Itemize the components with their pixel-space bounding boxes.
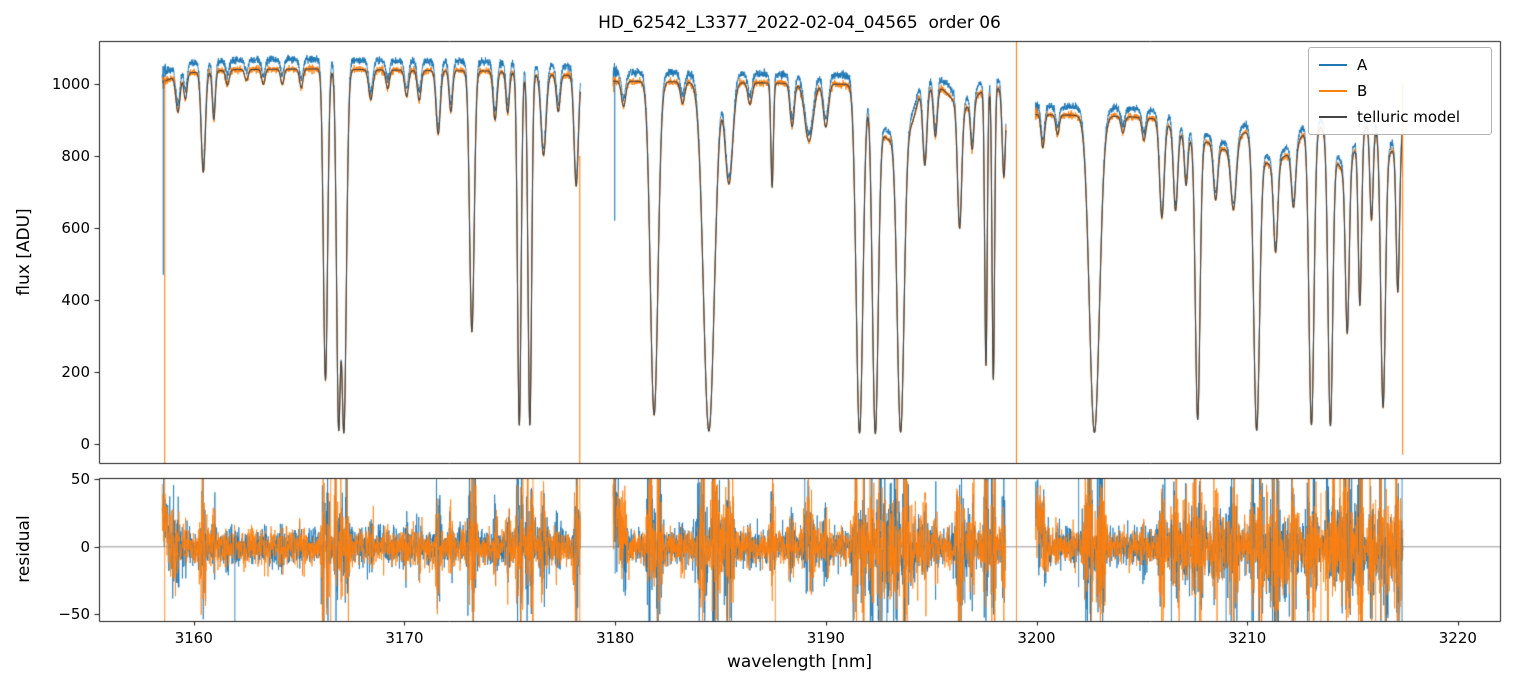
residual-tick-label: 0 <box>80 537 90 556</box>
legend-line-b-icon <box>1319 90 1347 92</box>
x-tick-label: 3160 <box>174 629 213 647</box>
x-tick-label: 3190 <box>806 629 845 647</box>
flux-tick-label: 200 <box>61 362 90 381</box>
flux-tick-label: 600 <box>61 218 90 237</box>
x-tick-label: 3210 <box>1228 629 1267 647</box>
x-tick-label: 3180 <box>596 629 635 647</box>
legend-entry-b: B <box>1319 82 1481 100</box>
legend-label-telluric: telluric model <box>1357 108 1461 126</box>
x-tick-label: 3170 <box>385 629 424 647</box>
x-tick-label: 3200 <box>1017 629 1056 647</box>
legend-entry-a: A <box>1319 56 1481 74</box>
legend-label-b: B <box>1357 82 1368 100</box>
residual-tick-label: −50 <box>58 605 90 624</box>
flux-tick-label: 0 <box>80 434 90 453</box>
legend-label-a: A <box>1357 56 1368 74</box>
legend-entry-telluric-model: telluric model <box>1319 108 1481 126</box>
x-tick-label: 3220 <box>1438 629 1477 647</box>
x-axis-label: wavelength [nm] <box>726 652 873 672</box>
chart-title: HD_62542_L3377_2022-02-04_04565 order 06 <box>598 13 1001 33</box>
legend-line-a-icon <box>1319 64 1347 66</box>
residual-tick-label: 50 <box>70 470 90 489</box>
flux-tick-label: 400 <box>61 290 90 309</box>
legend-line-telluric-icon <box>1319 116 1347 118</box>
flux-tick-label: 1000 <box>51 74 90 93</box>
legend: A B telluric model <box>1308 47 1492 135</box>
flux-tick-label: 800 <box>61 146 90 165</box>
